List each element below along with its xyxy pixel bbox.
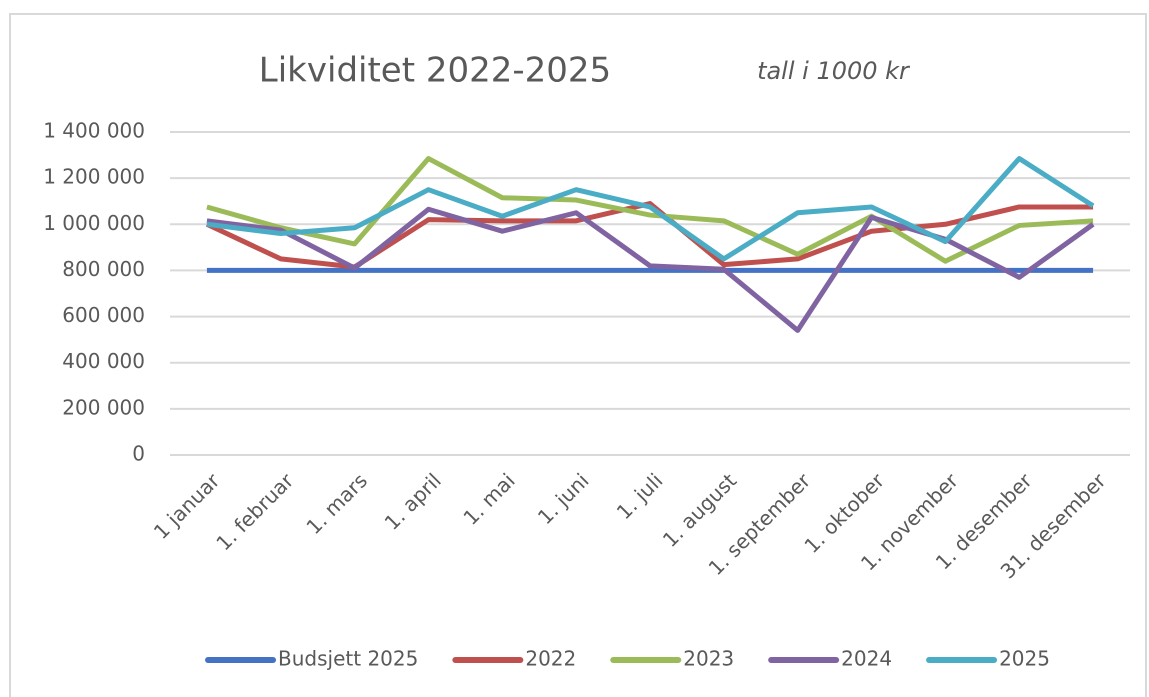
chart-subtitle: tall i 1000 kr bbox=[757, 57, 911, 85]
legend-label: 2025 bbox=[999, 647, 1050, 671]
legend-label: Budsjett 2025 bbox=[278, 647, 418, 671]
y-tick-label: 1 200 000 bbox=[43, 165, 145, 189]
legend-label: 2024 bbox=[841, 647, 892, 671]
y-tick-label: 800 000 bbox=[62, 257, 145, 281]
y-tick-label: 0 bbox=[132, 442, 145, 466]
legend-label: 2022 bbox=[525, 647, 576, 671]
y-tick-label: 1 400 000 bbox=[43, 119, 145, 143]
series-line bbox=[206, 156, 1095, 262]
y-tick-label: 1 000 000 bbox=[43, 211, 145, 235]
chart-title: Likviditet 2022-2025 bbox=[259, 51, 611, 91]
y-tick-label: 600 000 bbox=[62, 303, 145, 327]
y-tick-label: 200 000 bbox=[62, 395, 145, 419]
chart-border bbox=[9, 13, 1147, 697]
legend-label: 2023 bbox=[683, 647, 734, 671]
y-tick-label: 400 000 bbox=[62, 349, 145, 373]
series-line bbox=[206, 156, 1094, 264]
